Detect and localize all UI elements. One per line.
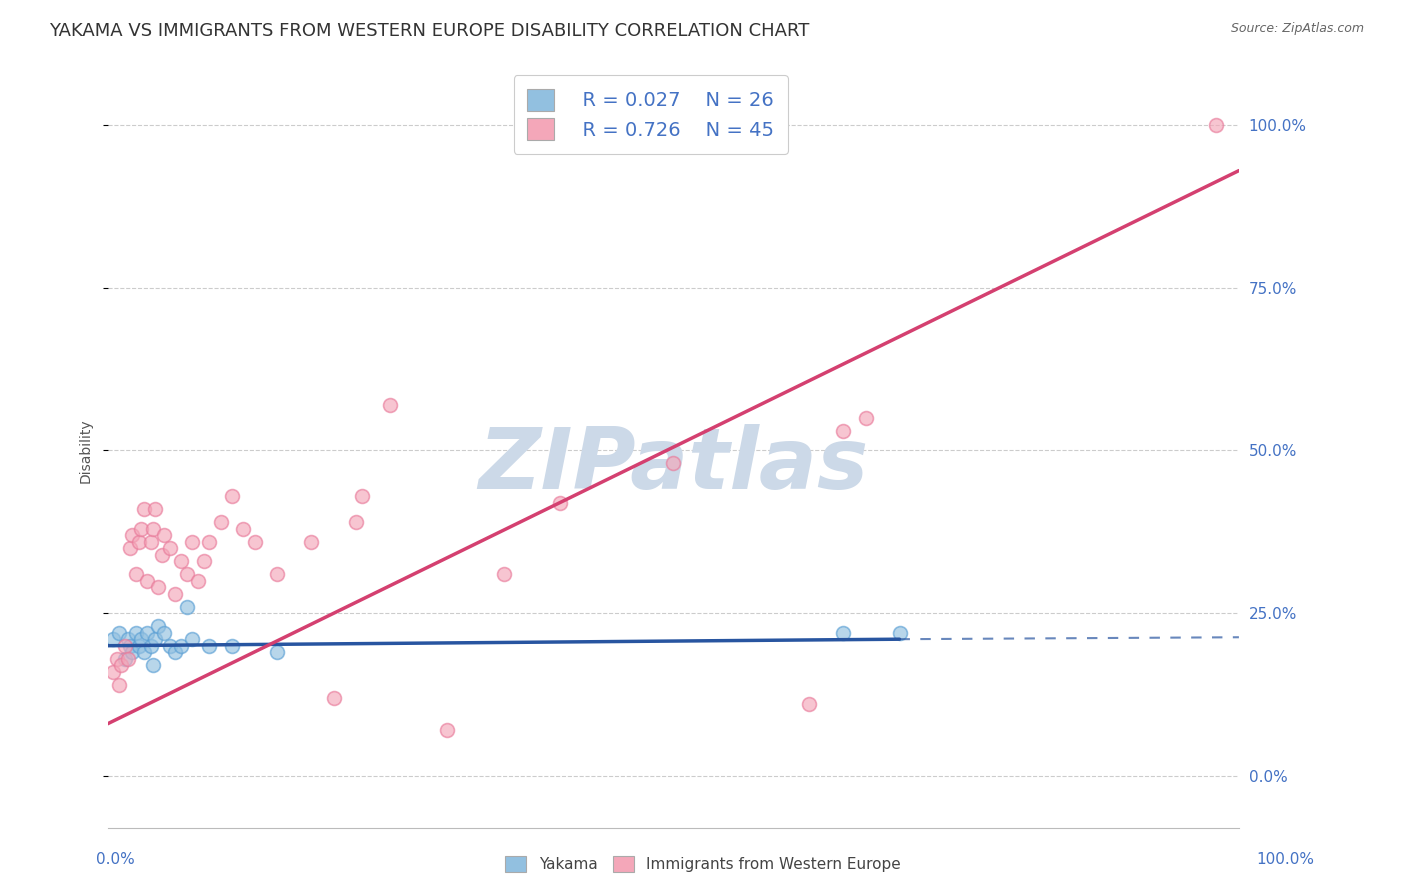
Point	[110, 658, 132, 673]
Text: Source: ZipAtlas.com: Source: ZipAtlas.com	[1230, 22, 1364, 36]
Point	[832, 424, 855, 438]
Point	[121, 528, 143, 542]
Point	[139, 534, 162, 549]
Point	[243, 534, 266, 549]
Point	[797, 698, 820, 712]
Point	[114, 651, 136, 665]
Point	[125, 567, 148, 582]
Point	[159, 639, 181, 653]
Point	[114, 639, 136, 653]
Point	[142, 522, 165, 536]
Point	[153, 528, 176, 542]
Point	[187, 574, 209, 588]
Point	[128, 534, 150, 549]
Point	[165, 645, 187, 659]
Point	[209, 515, 232, 529]
Point	[103, 632, 125, 647]
Legend:   R = 0.027    N = 26,   R = 0.726    N = 45: R = 0.027 N = 26, R = 0.726 N = 45	[513, 75, 787, 154]
Point	[889, 625, 911, 640]
Point	[105, 651, 128, 665]
Point	[176, 567, 198, 582]
Point	[322, 690, 344, 705]
Text: 0.0%: 0.0%	[96, 852, 135, 867]
Point	[380, 398, 402, 412]
Point	[198, 639, 221, 653]
Point	[176, 599, 198, 614]
Point	[181, 534, 204, 549]
Point	[662, 457, 685, 471]
Point	[436, 723, 458, 738]
Point	[832, 625, 855, 640]
Point	[143, 632, 166, 647]
Point	[221, 639, 243, 653]
Point	[266, 645, 288, 659]
Point	[139, 639, 162, 653]
Point	[117, 651, 139, 665]
Point	[120, 541, 142, 555]
Point	[492, 567, 515, 582]
Point	[132, 502, 155, 516]
Point	[352, 489, 374, 503]
Point	[131, 522, 153, 536]
Point	[108, 625, 131, 640]
Point	[121, 645, 143, 659]
Point	[136, 625, 159, 640]
Point	[125, 625, 148, 640]
Point	[346, 515, 368, 529]
Point	[142, 658, 165, 673]
Point	[108, 678, 131, 692]
Point	[131, 632, 153, 647]
Point	[132, 645, 155, 659]
Point	[221, 489, 243, 503]
Point	[150, 548, 173, 562]
Text: 100.0%: 100.0%	[1257, 852, 1315, 867]
Point	[148, 580, 170, 594]
Point	[148, 619, 170, 633]
Point	[153, 625, 176, 640]
Point	[136, 574, 159, 588]
Point	[855, 411, 877, 425]
Point	[120, 639, 142, 653]
Point	[548, 495, 571, 509]
Y-axis label: Disability: Disability	[79, 418, 93, 483]
Legend: Yakama, Immigrants from Western Europe: Yakama, Immigrants from Western Europe	[498, 848, 908, 880]
Point	[299, 534, 322, 549]
Point	[193, 554, 215, 568]
Point	[128, 639, 150, 653]
Point	[198, 534, 221, 549]
Text: YAKAMA VS IMMIGRANTS FROM WESTERN EUROPE DISABILITY CORRELATION CHART: YAKAMA VS IMMIGRANTS FROM WESTERN EUROPE…	[49, 22, 810, 40]
Point	[117, 632, 139, 647]
Point	[170, 554, 193, 568]
Point	[266, 567, 288, 582]
Text: ZIPatlas: ZIPatlas	[478, 424, 869, 507]
Point	[232, 522, 254, 536]
Point	[170, 639, 193, 653]
Point	[143, 502, 166, 516]
Point	[181, 632, 204, 647]
Point	[165, 587, 187, 601]
Point	[103, 665, 125, 679]
Point	[1205, 118, 1227, 132]
Point	[159, 541, 181, 555]
